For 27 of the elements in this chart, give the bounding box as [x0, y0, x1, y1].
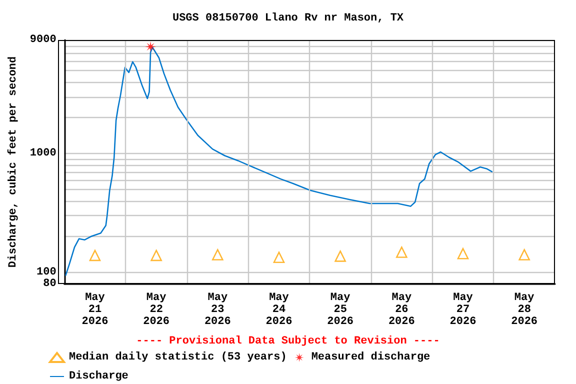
- point: [89, 250, 101, 262]
- chart-title: USGS 08150700 Llano Rv nr Mason, TX: [172, 12, 404, 24]
- y-tick-label: 100: [36, 266, 56, 278]
- point: [212, 249, 224, 260]
- x-tick-label: May 23 2026: [204, 292, 231, 328]
- x-tick-label: May 21 2026: [82, 292, 108, 328]
- legend-label: Median daily statistic (53 years): [69, 352, 287, 364]
- x-tick-label: May 25 2026: [327, 292, 354, 328]
- x-tick-label: May 24 2026: [266, 292, 292, 328]
- legend-label: Discharge: [69, 370, 129, 382]
- point: [334, 250, 346, 262]
- point: [273, 252, 285, 263]
- y-tick-label: 9000: [30, 34, 56, 46]
- x-tick-label: May 26 2026: [388, 292, 415, 328]
- point: [518, 249, 530, 260]
- x-tick-label: May 28 2026: [511, 292, 538, 328]
- y-tick-label: 1000: [30, 148, 56, 160]
- point: [396, 246, 408, 258]
- legend-label: Measured discharge: [311, 352, 431, 364]
- y-axis-title: Discharge, cubic feet per second: [6, 56, 20, 268]
- x-tick-label: May 22 2026: [143, 292, 170, 328]
- y-tick-label: 80: [43, 278, 56, 290]
- point: [145, 41, 156, 52]
- text: ---- Provisional Data Subject to Revision ----: [136, 336, 440, 348]
- x-tick-label: May 27 2026: [450, 292, 476, 328]
- point: [150, 250, 162, 262]
- point: [457, 248, 469, 260]
